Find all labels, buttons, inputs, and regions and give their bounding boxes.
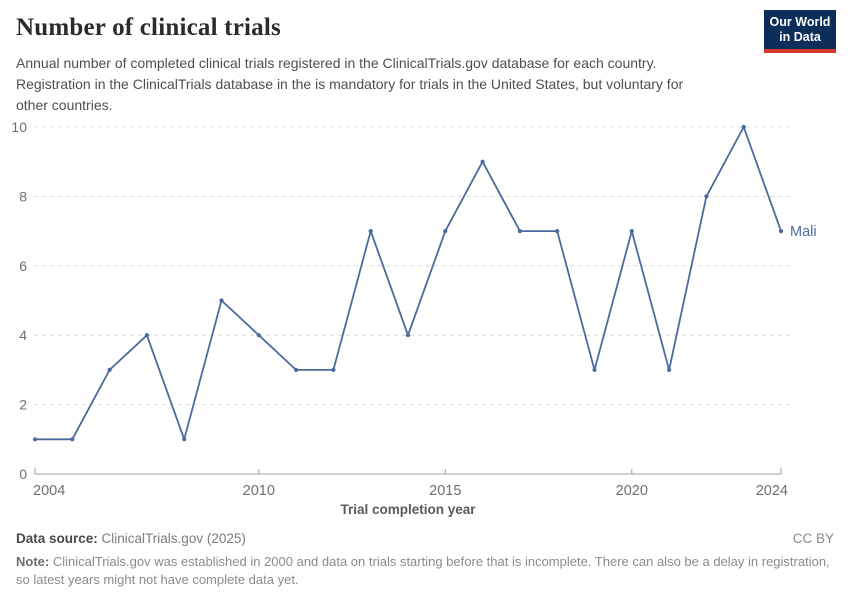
data-point-marker[interactable] xyxy=(331,367,336,372)
y-axis-tick-label: 0 xyxy=(19,466,27,482)
data-point-marker[interactable] xyxy=(629,229,634,234)
x-axis-tick-label: 2024 xyxy=(756,483,788,499)
data-source-text[interactable]: ClinicalTrials.gov (2025) xyxy=(101,531,246,546)
subtitle-line: Registration in the ClinicalTrials datab… xyxy=(16,76,684,92)
chart-subtitle: Annual number of completed clinical tria… xyxy=(16,53,834,116)
data-point-marker[interactable] xyxy=(480,159,485,164)
data-point-marker[interactable] xyxy=(294,367,299,372)
data-point-marker[interactable] xyxy=(443,229,448,234)
y-axis-tick-label: 10 xyxy=(11,119,27,135)
subtitle-line: Annual number of completed clinical tria… xyxy=(16,55,657,71)
data-point-marker[interactable] xyxy=(592,367,597,372)
y-axis-tick-label: 2 xyxy=(19,397,27,413)
license-badge[interactable]: CC BY xyxy=(792,531,834,546)
data-point-marker[interactable] xyxy=(405,333,411,338)
page-title: Number of clinical trials xyxy=(16,14,281,41)
chart-header: Number of clinical trials Annual number … xyxy=(16,14,834,116)
x-axis-tick-label: 2020 xyxy=(616,483,648,499)
x-axis-tick-label: 2010 xyxy=(243,483,275,499)
data-point-marker[interactable] xyxy=(741,124,746,130)
entity-label[interactable]: Mali xyxy=(790,224,817,240)
y-axis-tick-label: 4 xyxy=(19,327,27,343)
x-axis-tick-label: 2004 xyxy=(33,483,65,499)
data-point-marker[interactable] xyxy=(778,229,784,234)
x-axis-title: Trial completion year xyxy=(340,502,476,517)
data-point-marker[interactable] xyxy=(70,437,75,442)
data-point-marker[interactable] xyxy=(256,333,261,338)
y-axis-tick-label: 8 xyxy=(19,188,27,204)
line-chart: 0 2 4 6 8 10 2004 2010 2015 2020 2024 Trial complet… xyxy=(11,119,817,517)
data-point-marker[interactable] xyxy=(704,194,709,199)
owid-logo[interactable]: Our World in Data xyxy=(764,10,836,53)
x-axis-tick-label: 2015 xyxy=(429,483,461,499)
data-point-marker[interactable] xyxy=(555,229,560,234)
subtitle-line: other countries. xyxy=(16,97,113,113)
data-source: Data source: ClinicalTrials.gov (2025) xyxy=(16,531,246,546)
owid-logo-text: Our World xyxy=(769,15,831,29)
note-label: Note: xyxy=(16,554,50,569)
data-point-marker[interactable] xyxy=(32,437,38,442)
data-point-marker[interactable] xyxy=(182,437,187,442)
series-line[interactable] xyxy=(34,126,782,441)
note-text: ClinicalTrials.gov was established in 20… xyxy=(16,554,830,587)
y-axis-tick-label: 6 xyxy=(19,258,27,274)
chart-footer: Data source: ClinicalTrials.gov (2025) C… xyxy=(16,531,834,589)
data-point-marker[interactable] xyxy=(667,367,672,372)
owid-logo-text: in Data xyxy=(779,30,821,44)
data-point-marker[interactable] xyxy=(517,229,523,234)
data-point-marker[interactable] xyxy=(368,229,373,234)
data-point-marker[interactable] xyxy=(144,333,149,338)
data-point-marker[interactable] xyxy=(219,298,224,303)
chart-note: Note: ClinicalTrials.gov was established… xyxy=(16,553,834,589)
data-source-label: Data source: xyxy=(16,531,98,546)
data-point-marker[interactable] xyxy=(107,367,112,372)
